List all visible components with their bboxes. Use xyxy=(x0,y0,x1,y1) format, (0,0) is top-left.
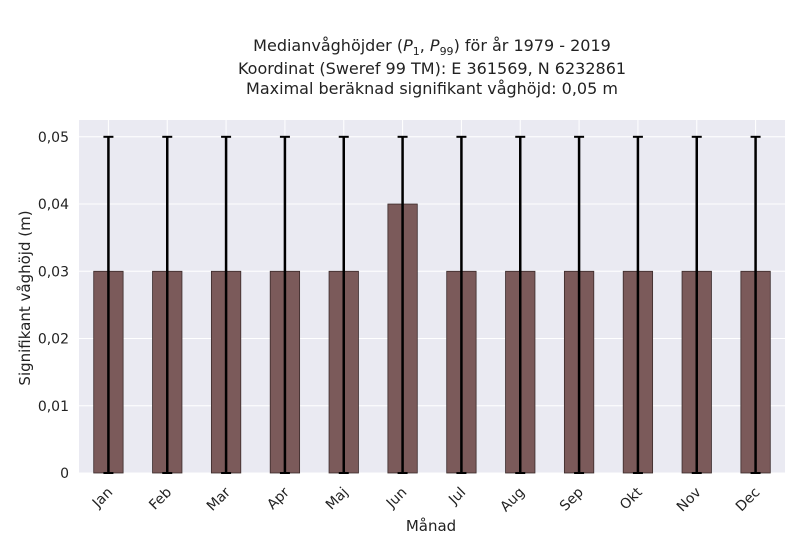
x-tick-label: Maj xyxy=(323,485,352,514)
x-axis-ticks: Jan Feb Mar Apr Maj Jun Jul Aug Sep Okt Nov Dec xyxy=(89,484,763,515)
y-tick-label: 0,02 xyxy=(38,332,69,348)
chart-title: Medianvåghöjder (P1, P99) för år 1979 - … xyxy=(238,36,626,98)
y-tick-label: 0 xyxy=(60,466,69,482)
chart-title-line-2: Koordinat (Sweref 99 TM): E 361569, N 62… xyxy=(238,59,626,78)
x-tick-label: Apr xyxy=(264,484,293,513)
x-tick-label: Sep xyxy=(557,484,587,514)
x-tick-label: Dec xyxy=(733,485,763,515)
y-axis-ticks: 0 0,01 0,02 0,03 0,04 0,05 xyxy=(38,130,69,482)
y-tick-label: 0,03 xyxy=(38,264,69,280)
y-tick-label: 0,04 xyxy=(38,197,69,213)
x-tick-label: Aug xyxy=(497,485,528,516)
plot-area xyxy=(79,120,785,473)
error-bars xyxy=(103,135,761,474)
y-tick-label: 0,05 xyxy=(38,130,69,146)
x-tick-label: Nov xyxy=(674,485,705,516)
x-axis-label: Månad xyxy=(406,517,456,535)
x-tick-label: Jun xyxy=(383,485,410,512)
x-tick-label: Feb xyxy=(146,484,175,513)
y-tick-label: 0,01 xyxy=(38,399,69,415)
x-tick-label: Okt xyxy=(617,484,646,513)
x-tick-label: Jul xyxy=(445,485,469,509)
x-tick-label: Mar xyxy=(204,484,234,514)
y-axis-label: Signifikant våghöjd (m) xyxy=(16,210,34,385)
x-tick-label: Jan xyxy=(89,485,116,512)
chart-title-line-3: Maximal beräknad signifikant våghöjd: 0,… xyxy=(246,79,618,98)
chart-title-line-1: Medianvåghöjder (P1, P99) för år 1979 - … xyxy=(253,36,611,58)
